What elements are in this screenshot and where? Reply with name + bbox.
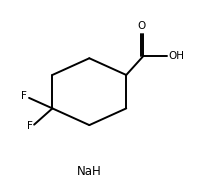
Text: O: O [137, 21, 145, 31]
Text: OH: OH [168, 51, 184, 61]
Text: F: F [21, 91, 27, 101]
Text: F: F [26, 121, 32, 131]
Text: NaH: NaH [77, 165, 101, 178]
